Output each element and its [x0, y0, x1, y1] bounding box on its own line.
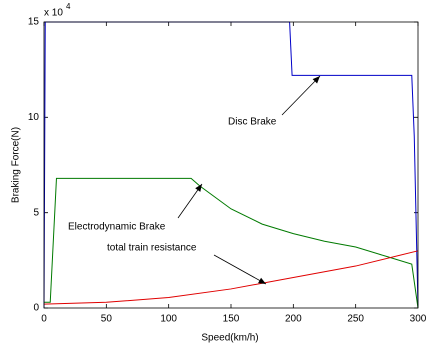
- annotation-arrow: [213, 254, 267, 285]
- y-exponent: 4: [66, 2, 71, 11]
- series-line: [44, 177, 419, 309]
- annotation-arrow: [281, 75, 321, 116]
- y-tick-label: 0: [33, 303, 39, 314]
- annotation-text: total train resistance: [107, 243, 197, 254]
- x-tick-label: 100: [160, 314, 177, 325]
- series-line: [43, 250, 419, 305]
- annotation-text: Electrodynamic Brake: [68, 222, 166, 233]
- x-tick-label: 300: [410, 314, 427, 325]
- x-tick-label: 50: [101, 314, 113, 325]
- y-tick-label: 15: [28, 17, 40, 28]
- x-tick-label: 0: [41, 314, 47, 325]
- x-tick-label: 200: [285, 314, 302, 325]
- x-tick-label: 150: [223, 314, 240, 325]
- y-tick-label: 10: [28, 112, 40, 123]
- y-exponent-base: x 10: [44, 8, 63, 19]
- series-line: [43, 21, 419, 309]
- annotation-arrowhead: [195, 184, 202, 192]
- x-tick-label: 250: [347, 314, 364, 325]
- y-axis-label: Braking Force(N): [11, 127, 22, 203]
- annotation-arrowhead: [312, 76, 320, 84]
- annotation-text: Disc Brake: [228, 117, 277, 128]
- y-tick-label: 5: [33, 207, 39, 218]
- plot-frame: [43, 21, 419, 309]
- x-axis-label: Speed(km/h): [201, 333, 258, 344]
- annotation-arrowhead: [258, 277, 266, 284]
